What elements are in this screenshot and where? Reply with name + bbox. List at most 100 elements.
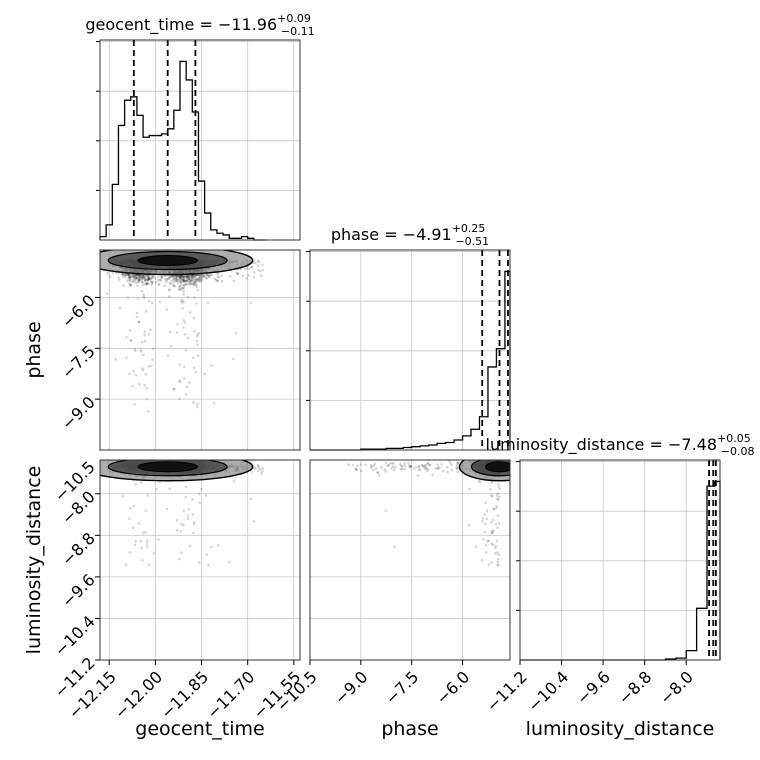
sample-point: [178, 284, 182, 288]
sample-point: [151, 275, 154, 279]
sample-point: [190, 275, 194, 279]
title-param-phase: phase: [331, 225, 379, 244]
sample-point: [186, 275, 190, 279]
panel-title-geocent_time: geocent_time = −11.96+0.09 −0.11: [85, 12, 314, 38]
title-minus-geocent_time: −0.11: [281, 25, 315, 38]
sample-point: [178, 397, 181, 401]
sample-point: [178, 276, 182, 279]
sample-point: [128, 275, 131, 279]
sample-point: [205, 277, 208, 280]
sample-point: [129, 339, 132, 342]
sample-point: [111, 272, 115, 275]
sample-point: [247, 267, 251, 271]
sample-point: [181, 275, 185, 279]
sample-point: [132, 504, 136, 508]
sample-point: [145, 386, 148, 390]
sample-point: [143, 333, 147, 337]
sample-point: [145, 542, 149, 545]
sample-point: [142, 293, 145, 296]
scatter-panel-luminosity_distance-vs-geocent_time: [99, 459, 301, 661]
sample-point: [195, 302, 199, 305]
sample-point: [181, 277, 185, 280]
sample-point: [183, 332, 187, 336]
hist-frame-phase: [309, 249, 511, 451]
sample-point: [239, 268, 243, 271]
sample-point: [175, 331, 179, 334]
sample-point: [178, 280, 182, 284]
sample-point: [121, 495, 125, 498]
sample-point: [174, 279, 178, 283]
sample-point: [145, 397, 148, 401]
sample-point: [178, 380, 182, 384]
sample-point: [187, 336, 190, 340]
sample-point: [201, 275, 205, 278]
sample-point: [184, 495, 187, 499]
sample-point: [165, 507, 169, 511]
sample-point: [183, 279, 186, 283]
sample-point: [178, 279, 182, 283]
sample-point: [168, 281, 172, 285]
sample-point: [176, 279, 180, 282]
sample-point: [188, 277, 191, 280]
sample-point: [203, 372, 207, 376]
hist-step-geocent_time: [99, 60, 267, 241]
sample-point: [130, 339, 133, 342]
sample-point: [130, 273, 133, 277]
sample-point: [126, 296, 130, 300]
sample-point: [191, 356, 195, 360]
sample-point: [252, 520, 256, 523]
sample-point: [134, 274, 137, 277]
sample-point: [126, 273, 130, 276]
sample-point: [216, 275, 220, 278]
sample-point: [130, 275, 133, 279]
sample-point: [175, 279, 179, 283]
sample-point: [171, 275, 175, 278]
sample-point: [216, 544, 220, 547]
sample-point: [175, 277, 178, 280]
sample-point: [205, 276, 208, 280]
sample-point: [202, 274, 206, 278]
sample-point: [179, 276, 182, 279]
sample-point: [166, 277, 169, 281]
sample-point: [134, 482, 137, 486]
sample-point: [194, 283, 198, 287]
sample-point: [194, 279, 197, 282]
sample-point: [181, 307, 184, 310]
sample-point: [125, 279, 129, 282]
sample-point: [189, 282, 192, 286]
sample-point: [196, 289, 199, 292]
sample-point: [151, 347, 155, 351]
sample-point: [182, 524, 185, 527]
sample-point: [151, 281, 154, 284]
sample-point: [142, 353, 145, 357]
sample-point: [144, 278, 147, 282]
sample-point: [141, 368, 145, 372]
sample-point: [148, 328, 152, 332]
title-minus-luminosity_distance: −0.08: [721, 445, 755, 458]
sample-point: [175, 277, 178, 281]
sample-point: [131, 274, 134, 277]
sample-point: [169, 330, 172, 333]
sample-point: [153, 277, 156, 280]
title-equals-phase: =: [379, 225, 403, 244]
sample-point: [160, 276, 163, 280]
sample-point: [188, 275, 191, 278]
sample-point: [205, 274, 209, 277]
sample-point: [250, 470, 254, 473]
sample-point: [138, 274, 142, 278]
sample-point: [183, 276, 186, 279]
sample-point: [184, 282, 187, 286]
sample-point: [117, 276, 120, 280]
sample-point: [147, 277, 151, 280]
title-median-luminosity_distance: −7.48: [668, 435, 717, 454]
sample-point: [187, 276, 190, 279]
sample-point: [168, 295, 171, 299]
sample-point: [261, 263, 264, 267]
sample-point: [198, 274, 202, 278]
scatter-points: [100, 460, 265, 567]
sample-point: [169, 282, 172, 286]
sample-point: [260, 472, 263, 475]
sample-point: [114, 357, 117, 361]
sample-point: [195, 402, 199, 406]
sample-point: [139, 276, 142, 279]
